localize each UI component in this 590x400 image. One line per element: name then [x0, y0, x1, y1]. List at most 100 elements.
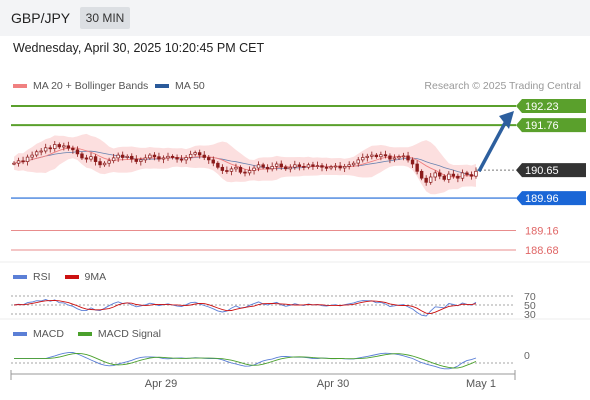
- candle: [220, 164, 225, 174]
- candle-body: [469, 174, 474, 177]
- timeframe-button[interactable]: 30 MIN: [80, 7, 130, 29]
- price-tag: 189.96: [516, 191, 586, 206]
- candle: [53, 141, 57, 152]
- candle-body: [256, 164, 261, 169]
- candle: [125, 154, 129, 160]
- macd-swatch: [13, 332, 27, 336]
- candle-body: [188, 153, 193, 158]
- candle: [75, 146, 80, 157]
- bollinger-band: [14, 133, 476, 195]
- candle-body: [116, 154, 120, 159]
- candle-body: [102, 162, 107, 166]
- candle-body: [383, 154, 388, 157]
- candle: [288, 164, 292, 173]
- candle: [252, 165, 256, 175]
- candle: [184, 155, 188, 164]
- candle-body: [89, 156, 93, 160]
- candle: [324, 163, 329, 172]
- time-axis-label: May 1: [466, 378, 496, 390]
- candle-body: [261, 164, 265, 168]
- candle-body: [166, 155, 170, 159]
- candle-body: [34, 151, 39, 156]
- candle-body: [456, 175, 460, 179]
- candle: [175, 154, 179, 163]
- candle: [474, 167, 478, 179]
- candle: [392, 154, 397, 163]
- candle-body: [361, 157, 365, 161]
- candle-body: [148, 154, 152, 159]
- candle-body: [315, 165, 320, 167]
- candle-body: [120, 154, 125, 158]
- candle-body: [356, 159, 360, 164]
- candle-body: [161, 157, 166, 160]
- projection-arrow: [477, 122, 507, 173]
- candle-body: [438, 172, 442, 177]
- candle: [21, 156, 25, 165]
- candle: [243, 169, 247, 177]
- candle: [379, 151, 383, 161]
- candle: [16, 157, 21, 167]
- candle: [320, 163, 324, 172]
- candle-body: [410, 159, 415, 165]
- price-tag: 189.16: [525, 226, 559, 238]
- top-bar: GBP/JPY 30 MIN: [0, 0, 590, 36]
- candle: [442, 174, 446, 182]
- ma50-legend-label: MA 50: [175, 80, 205, 92]
- candle-body: [333, 165, 338, 168]
- price-tag-box: [516, 118, 586, 133]
- candle: [202, 151, 206, 161]
- candle: [188, 150, 193, 161]
- candle: [465, 170, 469, 177]
- candle-body: [225, 170, 229, 172]
- candle: [347, 161, 351, 170]
- candle-body: [71, 147, 75, 151]
- candle: [365, 153, 369, 162]
- candle-body: [66, 145, 71, 149]
- candle-body: [229, 168, 234, 172]
- candle: [401, 152, 406, 161]
- candle-body: [415, 163, 419, 172]
- candle: [166, 152, 170, 161]
- candle: [388, 153, 392, 164]
- candle-body: [143, 157, 148, 161]
- price-tag-label: 191.76: [525, 120, 559, 132]
- candle-body: [442, 175, 446, 180]
- candle: [161, 155, 166, 164]
- candle: [274, 161, 279, 171]
- candle: [107, 157, 111, 167]
- candle-body: [12, 162, 16, 165]
- candle: [247, 166, 252, 176]
- ma20-legend: MA 20 + Bollinger Bands: [13, 80, 148, 92]
- candle: [438, 169, 442, 180]
- time-axis-label: Apr 29: [145, 378, 177, 390]
- ma20-legend-label: MA 20 + Bollinger Bands: [33, 80, 149, 92]
- candle: [80, 151, 84, 160]
- candle-body: [202, 154, 206, 158]
- price-tag-box: [516, 99, 586, 113]
- candle-body: [193, 152, 197, 155]
- candle: [397, 154, 401, 160]
- candle: [25, 154, 30, 166]
- candle: [116, 152, 120, 162]
- candle: [152, 152, 157, 161]
- instrument-title: GBP/JPY: [11, 10, 71, 26]
- rsi-swatch: [13, 275, 27, 279]
- candle: [428, 173, 433, 185]
- candle-body: [75, 149, 80, 155]
- candle: [238, 165, 243, 175]
- candle: [197, 149, 202, 159]
- candle: [351, 161, 356, 167]
- candle-body: [270, 166, 274, 170]
- candle-body: [220, 166, 225, 171]
- candle: [460, 169, 465, 182]
- candle-body: [16, 160, 21, 164]
- candle-body: [419, 170, 424, 179]
- candle-body: [238, 166, 243, 173]
- candle-body: [428, 176, 433, 183]
- candle-body: [338, 165, 342, 169]
- rsi-level-label: 30: [524, 309, 536, 321]
- candle: [93, 154, 98, 166]
- price-tag: 192.23: [516, 99, 586, 113]
- candle-body: [406, 155, 410, 161]
- candle-body: [84, 157, 89, 160]
